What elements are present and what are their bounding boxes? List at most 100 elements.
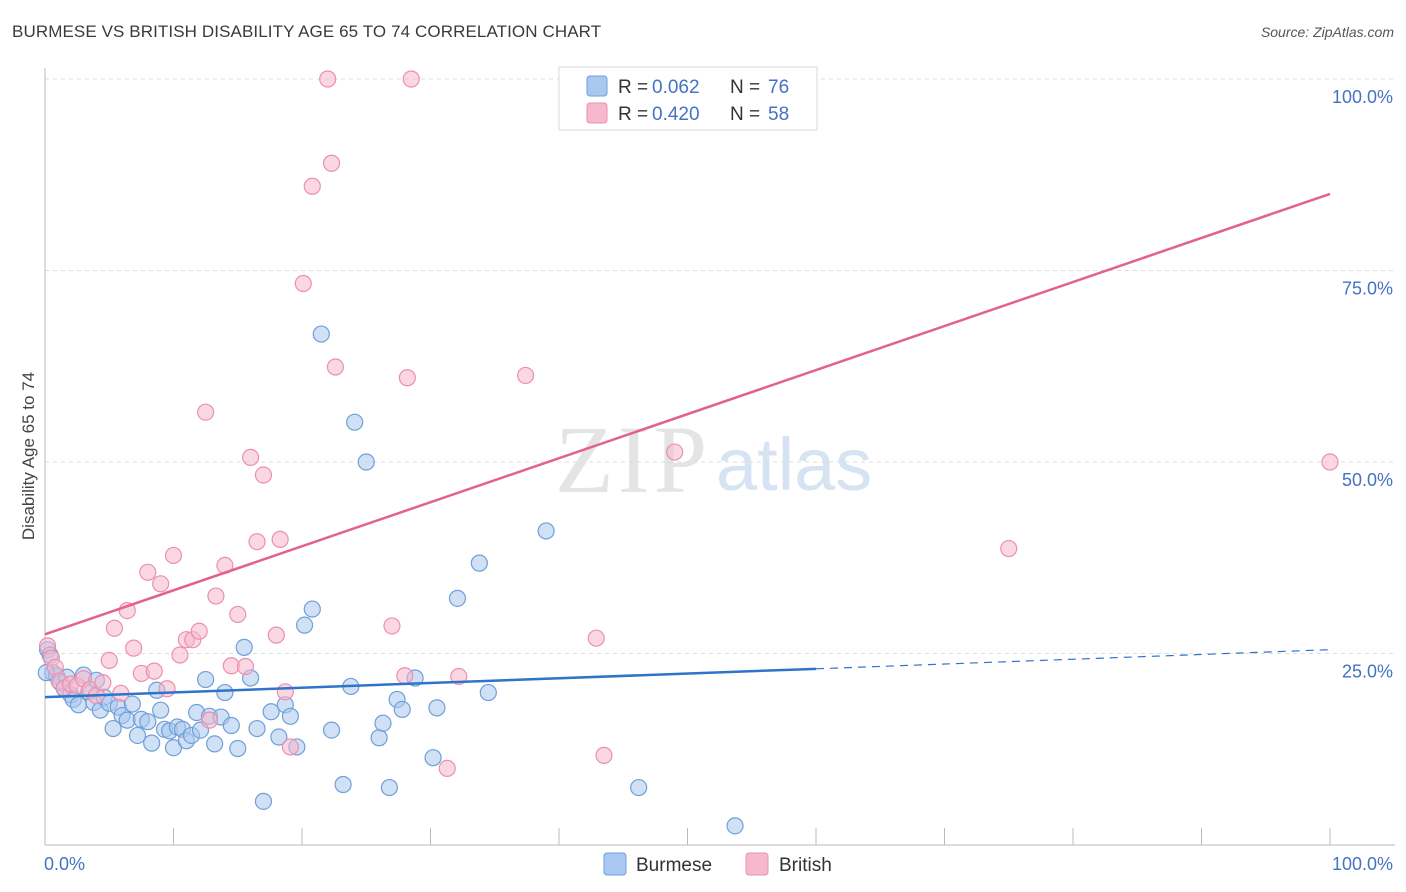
burmese-point-46 [248,719,266,738]
british-point-38 [276,683,294,701]
axes [44,68,1395,846]
british-point-27 [200,711,219,729]
british-point-22 [171,646,189,664]
burmese-point-57 [334,775,352,794]
y-tick-label-25: 25.0% [1342,662,1393,682]
x-tick-label-0: 0.0% [44,854,85,874]
british-point-18 [145,662,163,680]
trend-lines [44,192,1331,699]
british-point-48 [402,70,420,88]
british-point-20 [158,680,176,698]
legend-swatch-british [586,102,608,124]
bottom-legend-swatch-british [745,852,769,876]
british-point-36 [267,626,285,644]
burmese-point-59 [346,413,364,431]
burmese-point-47 [254,792,273,810]
burmese-point-56 [322,721,341,739]
y-tick-labels: 25.0% 50.0% 75.0% 100.0% [1332,87,1393,682]
burmese-trend-line [44,667,817,699]
british-point-49 [438,759,456,778]
source-credit: Source: ZipAtlas.com [1260,24,1394,40]
legend-r-label-burmese: R = [618,77,648,98]
burmese-point-37 [197,670,215,689]
burmese-point-73 [630,778,648,797]
british-point-35 [254,466,273,484]
legend-r-value-burmese: 0.062 [652,77,700,98]
british-point-46 [396,667,414,685]
british-trend-line [44,192,1331,636]
burmese-point-61 [370,729,388,747]
burmese-point-63 [380,778,398,797]
british-point-11 [100,651,118,669]
british-point-26 [197,403,215,421]
british-point-17 [139,563,157,581]
british-point-21 [164,546,183,565]
burmese-point-60 [357,453,375,471]
y-tick-label-50: 50.0% [1342,470,1393,490]
burmese-point-70 [470,554,488,572]
british-point-42 [319,70,337,88]
burmese-trend-extension [815,649,1331,670]
burmese-point-69 [448,589,467,607]
burmese-point-9 [69,696,88,714]
british-point-19 [152,575,170,593]
burmese-point-68 [428,699,446,717]
british-point-25 [190,622,208,640]
burmese-point-55 [312,325,330,343]
burmese-point-27 [152,701,170,719]
burmese-point-67 [424,749,442,767]
legend-swatch-burmese [586,75,608,97]
british-point-31 [229,605,247,624]
burmese-point-74 [726,817,744,835]
burmese-point-25 [143,734,161,752]
x-tick-label-100: 100.0% [1332,854,1393,874]
burmese-point-24 [139,713,157,731]
burmese-point-42 [222,716,240,735]
y-tick-label-75: 75.0% [1342,279,1393,299]
legend-n-label-british: N = [730,104,760,125]
burmese-point-62 [374,714,392,732]
british-point-34 [248,533,266,551]
burmese-point-44 [235,638,253,656]
british-point-40 [294,274,312,293]
grid [45,78,1395,654]
british-point-44 [326,358,345,376]
british-point-47 [398,369,416,387]
burmese-point-21 [123,695,141,713]
burmese-point-49 [270,728,288,746]
british-point-33 [242,448,260,467]
british-point-55 [666,443,684,461]
burmese-point-53 [295,616,314,634]
british-point-15 [125,639,143,657]
y-tick-label-100: 100.0% [1332,87,1393,107]
british-point-45 [383,617,401,635]
british-point-52 [587,629,605,647]
legend-n-value-british: 58 [768,104,789,125]
bottom-legend-label-british: British [779,855,832,876]
burmese-point-51 [281,707,300,725]
bottom-legend-swatch-burmese [603,852,627,876]
burmese-point-72 [537,522,555,540]
british-point-39 [281,738,300,756]
watermark-atlas: atlas [716,423,872,506]
british-point-37 [271,530,289,548]
y-axis-label: Disability Age 65 to 74 [19,372,38,540]
burmese-point-71 [479,683,497,702]
watermark: ZIP atlas [555,406,872,513]
burmese-point-39 [206,735,224,753]
series-legend: Burmese British [603,852,832,876]
watermark-zip: ZIP [555,406,711,513]
legend-r-value-british: 0.420 [652,104,700,125]
british-point-57 [1321,453,1339,471]
chart-title: BURMESE VS BRITISH DISABILITY AGE 65 TO … [12,22,602,41]
burmese-point-54 [303,600,321,618]
british-point-12 [105,619,123,637]
burmese-point-65 [393,700,411,719]
burmese-point-22 [128,726,147,745]
british-points [38,70,1339,778]
burmese-point-43 [229,739,247,758]
british-point-51 [516,366,535,385]
british-point-43 [322,154,341,172]
british-point-53 [595,746,613,764]
